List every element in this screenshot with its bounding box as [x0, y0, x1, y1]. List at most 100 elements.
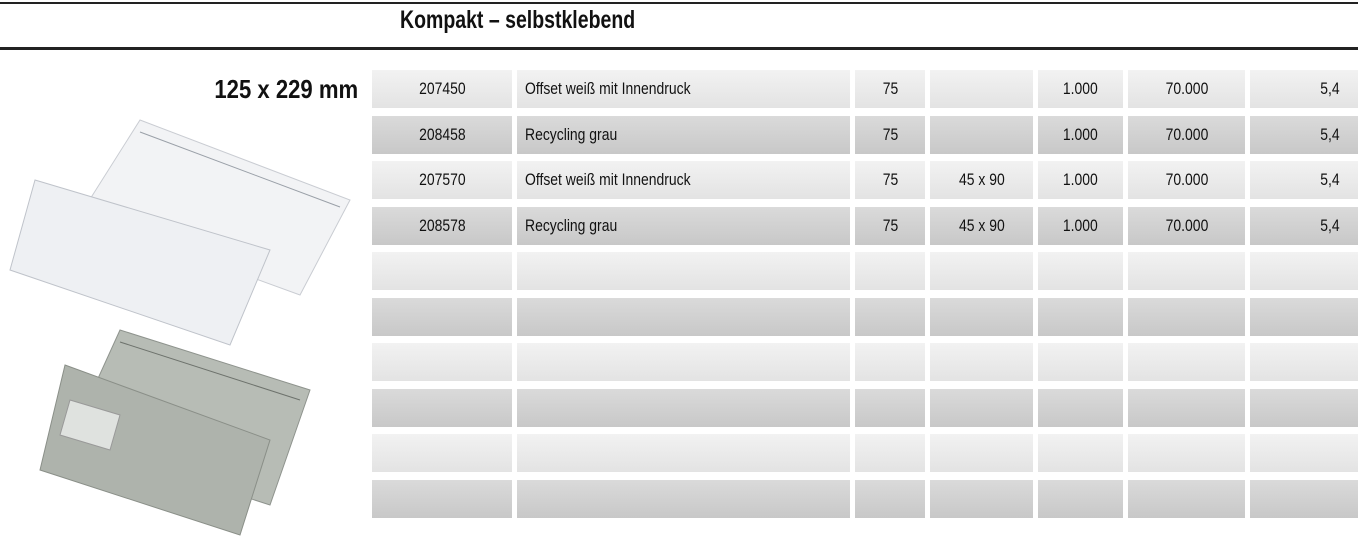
- table-cell: [930, 434, 1033, 472]
- table-cell: Recycling grau: [517, 116, 850, 154]
- table-cell: 5,4: [1250, 161, 1358, 199]
- table-cell: 1.000: [1038, 207, 1123, 245]
- table-cell: [1250, 434, 1358, 472]
- table-cell: 75: [855, 116, 925, 154]
- table-cell: [1128, 343, 1245, 381]
- title-rule: [0, 47, 1358, 50]
- table-cell: [930, 389, 1033, 427]
- table-cell: 45 x 90: [930, 161, 1033, 199]
- table-cell: [1128, 252, 1245, 290]
- table-cell: [1038, 343, 1123, 381]
- cell-text: Offset weiß mit Innendruck: [525, 161, 691, 199]
- table-cell: [855, 252, 925, 290]
- page: Kompakt – selbstklebend 125 x 229 mm 207…: [0, 0, 1358, 539]
- cell-text: 1.000: [1063, 207, 1098, 245]
- cell-text: 70.000: [1165, 161, 1208, 199]
- table-cell: [372, 389, 512, 427]
- table-cell: [1250, 480, 1358, 518]
- table-cell: [372, 480, 512, 518]
- table-cell: [372, 252, 512, 290]
- table-cell: [855, 480, 925, 518]
- table-cell: [517, 434, 850, 472]
- table-cell: [1038, 434, 1123, 472]
- table-cell: 75: [855, 207, 925, 245]
- table-cell: [1128, 434, 1245, 472]
- cell-text: 207570: [419, 161, 466, 199]
- cell-text: Recycling grau: [525, 207, 617, 245]
- cell-text: 75: [882, 207, 898, 245]
- envelope-images: [0, 110, 360, 539]
- table-cell: 5,4: [1250, 207, 1358, 245]
- cell-text: 1.000: [1063, 161, 1098, 199]
- table-cell: [1038, 389, 1123, 427]
- section-title: Kompakt – selbstklebend: [400, 6, 635, 35]
- cell-text: 75: [882, 70, 898, 108]
- table-cell: 207450: [372, 70, 512, 108]
- table-cell: [372, 343, 512, 381]
- cell-text: 208458: [419, 116, 466, 154]
- table-cell: 208578: [372, 207, 512, 245]
- cell-text: 45 x 90: [959, 161, 1005, 199]
- table-cell: [930, 480, 1033, 518]
- table-cell: [855, 343, 925, 381]
- cell-text: 75: [882, 161, 898, 199]
- table-cell: [855, 434, 925, 472]
- top-rule: [0, 2, 1358, 4]
- cell-text: 5,4: [1321, 161, 1340, 199]
- table-cell: [1250, 252, 1358, 290]
- table-cell: [1128, 298, 1245, 336]
- table-cell: 75: [855, 70, 925, 108]
- cell-text: Offset weiß mit Innendruck: [525, 70, 691, 108]
- table-cell: [930, 343, 1033, 381]
- table-cell: Recycling grau: [517, 207, 850, 245]
- table-cell: 70.000: [1128, 207, 1245, 245]
- table-cell: 1.000: [1038, 116, 1123, 154]
- table-cell: [372, 298, 512, 336]
- cell-text: 208578: [419, 207, 466, 245]
- table-cell: 70.000: [1128, 70, 1245, 108]
- cell-text: 45 x 90: [959, 207, 1005, 245]
- format-label: 125 x 229 mm: [214, 74, 358, 105]
- cell-text: 5,4: [1321, 70, 1340, 108]
- cell-text: 70.000: [1165, 207, 1208, 245]
- cell-text: 1.000: [1063, 70, 1098, 108]
- table-cell: [930, 70, 1033, 108]
- table-cell: 75: [855, 161, 925, 199]
- table-cell: [517, 389, 850, 427]
- table-cell: 1.000: [1038, 70, 1123, 108]
- cell-text: 1.000: [1063, 116, 1098, 154]
- table-cell: 70.000: [1128, 116, 1245, 154]
- table-cell: 207570: [372, 161, 512, 199]
- table-cell: [517, 480, 850, 518]
- table-cell: [855, 389, 925, 427]
- table-cell: [1038, 480, 1123, 518]
- table-cell: [930, 116, 1033, 154]
- cell-text: 207450: [419, 70, 466, 108]
- table-cell: [1250, 298, 1358, 336]
- table-cell: [517, 343, 850, 381]
- table-cell: 5,4: [1250, 116, 1358, 154]
- cell-text: Recycling grau: [525, 116, 617, 154]
- cell-text: 5,4: [1321, 116, 1340, 154]
- table-cell: Offset weiß mit Innendruck: [517, 161, 850, 199]
- table-cell: 1.000: [1038, 161, 1123, 199]
- table-cell: [855, 298, 925, 336]
- table-cell: 45 x 90: [930, 207, 1033, 245]
- table-cell: [517, 298, 850, 336]
- table-cell: 208458: [372, 116, 512, 154]
- table-cell: Offset weiß mit Innendruck: [517, 70, 850, 108]
- cell-text: 5,4: [1321, 207, 1340, 245]
- table-cell: 70.000: [1128, 161, 1245, 199]
- table-cell: [1250, 343, 1358, 381]
- table-cell: [1038, 252, 1123, 290]
- table-cell: [930, 252, 1033, 290]
- table-cell: [1128, 480, 1245, 518]
- cell-text: 70.000: [1165, 70, 1208, 108]
- table-cell: [1038, 298, 1123, 336]
- table-cell: 5,4: [1250, 70, 1358, 108]
- table-cell: [517, 252, 850, 290]
- table-cell: [1128, 389, 1245, 427]
- cell-text: 70.000: [1165, 116, 1208, 154]
- cell-text: 75: [882, 116, 898, 154]
- table-cell: [1250, 389, 1358, 427]
